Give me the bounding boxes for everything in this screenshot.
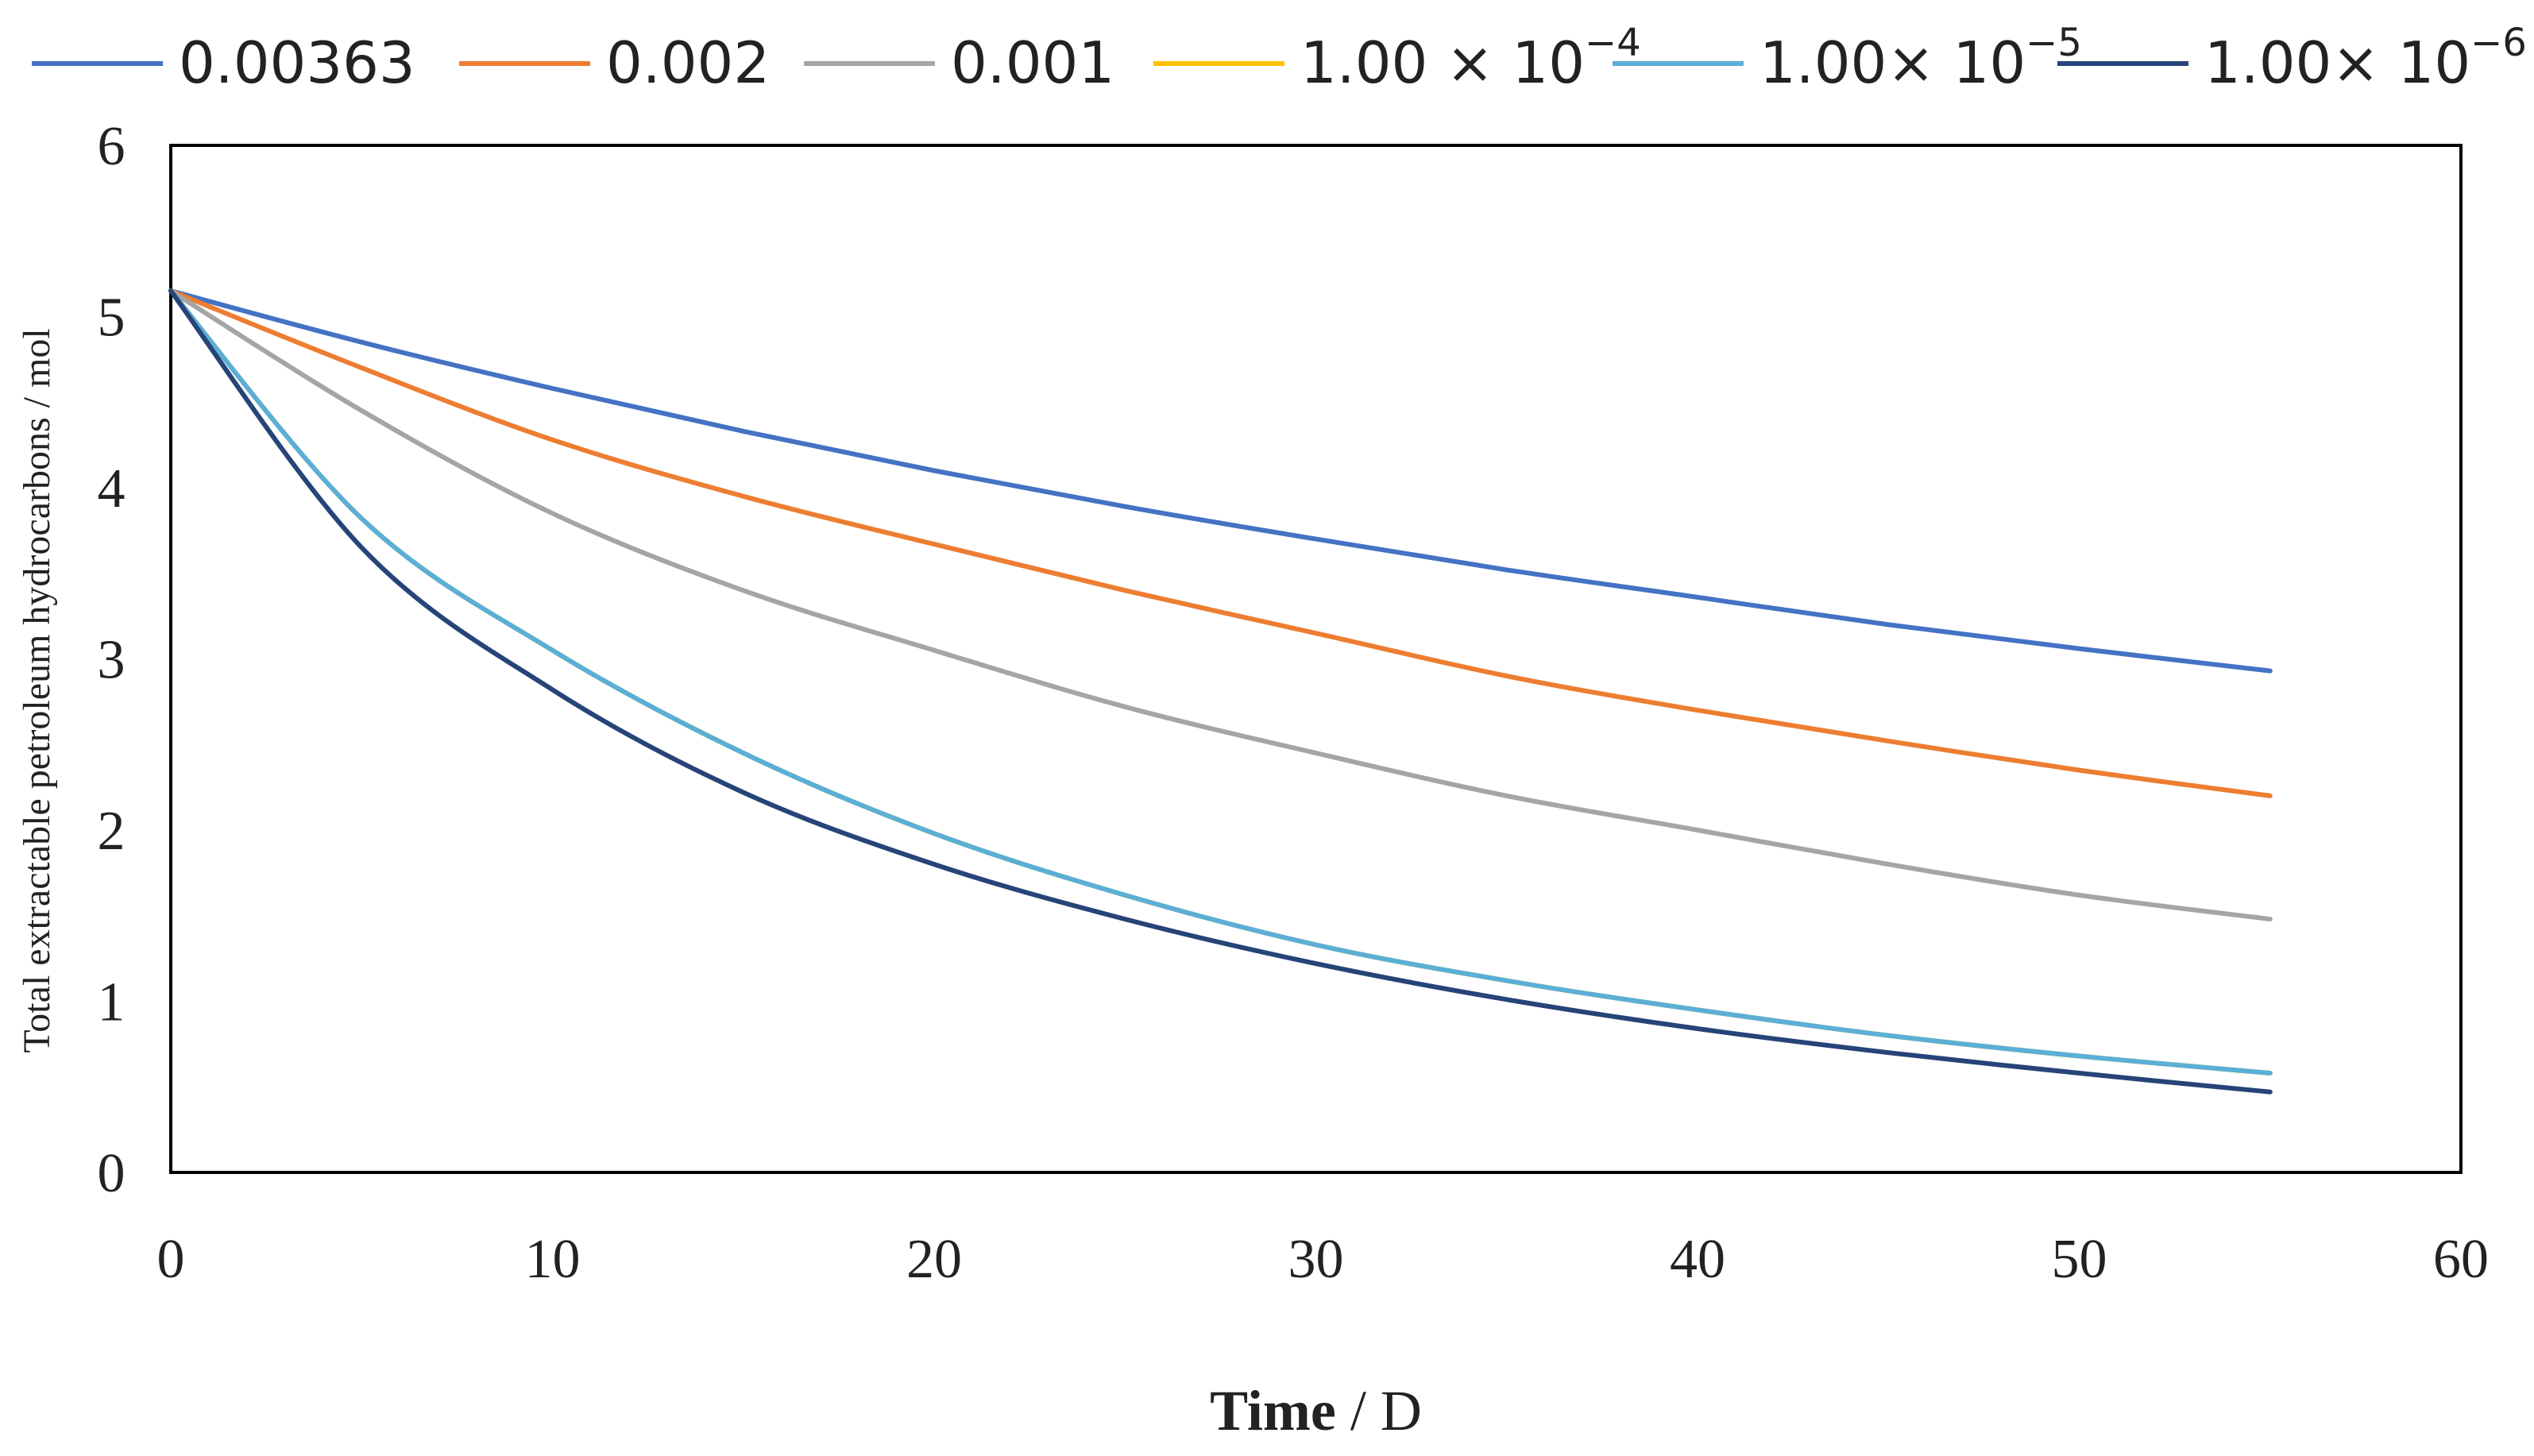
- series-line-3: [168, 288, 2273, 1076]
- x-tick-label: 40: [1670, 1229, 1725, 1290]
- legend-item-1: 0.002: [459, 29, 770, 96]
- x-axis-label-rest: / D: [1336, 1379, 1422, 1442]
- legend-label: 0.001: [951, 29, 1114, 96]
- x-tick-label: 30: [1288, 1229, 1344, 1290]
- legend-label-base: 1.00× 10: [2204, 29, 2470, 96]
- legend-item-3: 1.00 × 10−4: [1153, 21, 1641, 96]
- x-tick-label: 0: [157, 1229, 185, 1290]
- y-axis-label: Total extractable petroleum hydrocarbons…: [16, 328, 58, 1052]
- legend-label: 1.00× 10−5: [1760, 21, 2082, 96]
- legend-label-base: 0.001: [951, 29, 1114, 96]
- x-axis-ticks: 0 10 20 30 40 50 60: [157, 1229, 2490, 1290]
- series-line-0: [168, 288, 2273, 674]
- series-line-2: [168, 288, 2273, 922]
- x-tick-label: 60: [2433, 1229, 2489, 1290]
- legend-item-0: 0.00363: [32, 29, 415, 96]
- x-axis-label: Time / D: [1210, 1379, 1422, 1442]
- legend: 0.00363 0.002 0.001 1.00 × 10−4 1.00× 10−5 1.…: [32, 21, 2527, 96]
- legend-label: 0.00363: [179, 29, 415, 96]
- legend-label-exponent: −6: [2470, 21, 2527, 65]
- y-tick-label: 3: [98, 630, 126, 691]
- legend-item-2: 0.001: [804, 29, 1114, 96]
- y-tick-label: 2: [98, 801, 126, 862]
- y-tick-label: 0: [98, 1143, 126, 1204]
- legend-label-exponent: −4: [1585, 21, 1641, 65]
- series-line-1: [168, 288, 2273, 798]
- legend-label: 1.00× 10−6: [2204, 21, 2527, 96]
- x-tick-label: 10: [525, 1229, 581, 1290]
- y-axis-ticks: 0 1 2 3 4 5 6: [98, 116, 126, 1204]
- legend-label-base: 0.00363: [179, 29, 415, 96]
- legend-label-base: 1.00× 10: [1760, 29, 2026, 96]
- x-tick-label: 50: [2052, 1229, 2107, 1290]
- series-line-5: [168, 288, 2273, 1095]
- plot-area-frame: [169, 144, 2463, 1174]
- legend-label-base: 0.002: [606, 29, 770, 96]
- y-tick-label: 1: [98, 972, 126, 1033]
- legend-label: 1.00 × 10−4: [1300, 21, 1641, 96]
- y-tick-label: 5: [98, 288, 126, 349]
- series-layer: [168, 288, 2273, 1095]
- legend-item-5: 1.00× 10−6: [2057, 21, 2527, 96]
- legend-item-4: 1.00× 10−5: [1613, 21, 2082, 96]
- legend-label-exponent: −5: [2026, 21, 2082, 65]
- x-axis-label-bold: Time: [1210, 1379, 1336, 1442]
- legend-label: 0.002: [606, 29, 770, 96]
- y-tick-label: 6: [98, 116, 126, 177]
- x-tick-label: 20: [906, 1229, 962, 1290]
- series-line-4: [168, 288, 2273, 1076]
- y-tick-label: 4: [98, 458, 126, 519]
- legend-label-base: 1.00 × 10: [1300, 29, 1585, 96]
